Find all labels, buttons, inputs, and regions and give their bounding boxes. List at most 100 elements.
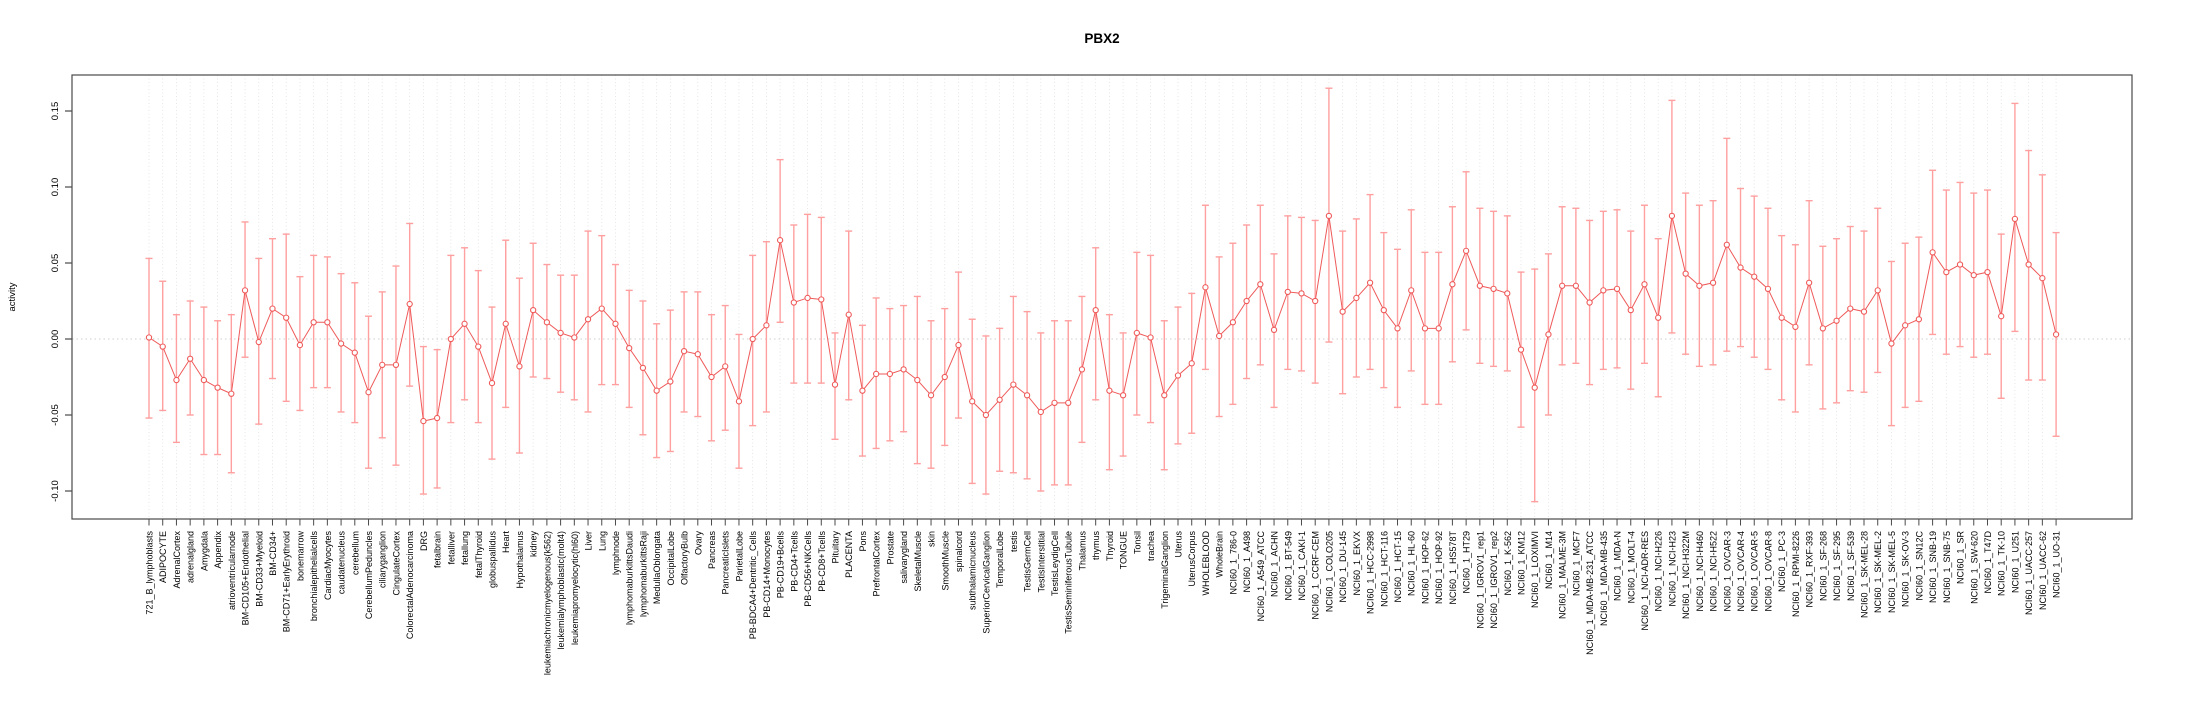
data-point: [680, 348, 688, 355]
x-tick-label: CardiacMyocytes: [323, 531, 333, 601]
x-tick-label: CerebellumPeduncles: [364, 531, 374, 620]
x-tick-label: spinalcord: [954, 531, 964, 572]
data-point: [982, 411, 990, 419]
x-tick-label: lymphomaburkittsRaji: [638, 531, 648, 617]
x-tick-label: NCI60_1_NCI-H522: [1709, 531, 1719, 612]
data-point: [296, 341, 304, 349]
x-tick-label: TestisSeminiferousTubule: [1064, 531, 1074, 634]
data-point: [502, 320, 509, 327]
data-point: [1010, 381, 1017, 388]
data-point: [1696, 282, 1703, 289]
x-tick-label: TrigeminalGanglion: [1160, 531, 1170, 609]
x-tick-label: NCI60_1_SNB-19: [1928, 531, 1938, 603]
data-point: [708, 373, 715, 381]
data-point: [639, 364, 647, 372]
x-tick-label: SmoothMuscle: [940, 531, 950, 591]
x-tick-label: ColorectalAdenocarcinoma: [405, 531, 415, 639]
data-point: [2011, 215, 2019, 223]
x-tick-label: PrefrontalCortex: [872, 531, 882, 597]
x-tick-label: NCI60_1_MOLT-4: [1626, 531, 1636, 603]
x-tick-label: Uterus: [1174, 531, 1184, 558]
data-point: [1655, 314, 1662, 321]
x-tick-label: lymphomaburkittsDaudi: [625, 531, 635, 625]
data-point: [228, 390, 235, 397]
x-tick-label: UterusCorpus: [1187, 531, 1197, 587]
data-point: [1682, 270, 1689, 277]
x-tick-label: NCI60_1_DU-145: [1338, 531, 1348, 603]
x-tick-label: TemporalLobe: [995, 531, 1005, 588]
data-point: [886, 370, 894, 378]
x-tick-label: WholeBrain: [1215, 531, 1225, 578]
x-tick-label: NCI60_1_786-0: [1228, 531, 1238, 595]
x-tick-label: fetalbrain: [433, 531, 443, 568]
data-point: [2039, 275, 2046, 282]
x-tick-label: bonemarrow: [295, 531, 305, 582]
x-tick-label: NCI60_1_RXF-393: [1805, 531, 1815, 608]
data-point: [776, 237, 784, 244]
data-point: [283, 314, 290, 321]
x-tick-label: globuspallidus: [488, 531, 498, 589]
x-tick-label: Amygdala: [199, 531, 209, 571]
x-tick-label: NCI60_1_HCT-116: [1379, 531, 1389, 607]
data-point: [1517, 346, 1525, 353]
x-tick-label: atrioventricularnode: [227, 531, 237, 610]
x-tick-label: fetalThyroid: [474, 531, 484, 578]
data-point: [1366, 279, 1374, 286]
data-point: [1847, 305, 1854, 312]
x-tick-label: AdrenalCortex: [172, 531, 182, 589]
x-tick-labels: 721_B_lymphoblasts ADIPOCYTE AdrenalCortex…: [145, 531, 2062, 676]
x-tick-label: PLACENTA: [844, 531, 854, 578]
x-tick-label: testis: [1009, 531, 1019, 553]
y-tick-label: 0.15: [50, 102, 61, 121]
x-tick-label: NCI60_1_SK-MEL-2: [1873, 531, 1883, 613]
x-tick-label: NCI60_1_NCI-H322M: [1681, 531, 1691, 619]
x-tick-label: NCI60_1_EKVX: [1352, 531, 1362, 596]
data-point: [1504, 290, 1511, 297]
data-point: [543, 319, 551, 326]
x-tick-label: SuperiorCervicalGanglion: [981, 531, 991, 634]
data-point: [1174, 372, 1182, 379]
data-point: [488, 379, 496, 387]
x-tick-label: BM-CD34+: [268, 531, 278, 576]
x-tick-label: NCI60_1_SK-MEL-5: [1887, 531, 1897, 613]
data-point: [996, 396, 1003, 403]
x-tick-label: NCI60_1_OVCAR-3: [1722, 531, 1732, 612]
y-axis-title: activity: [7, 282, 18, 311]
data-point: [1119, 392, 1127, 399]
data-point: [1449, 281, 1456, 288]
data-point: [557, 329, 564, 337]
x-tick-label: NCI60_1_A549_ATCC: [1256, 531, 1266, 622]
data-point: [749, 335, 756, 343]
data-point: [1188, 360, 1195, 367]
data-point: [763, 322, 770, 329]
x-tick-label: NCI60_1_HOP-92: [1434, 531, 1444, 604]
x-tick-label: NCI60_1_A498: [1242, 531, 1252, 593]
x-tick-label: NCI60_1_COLO205: [1324, 531, 1334, 612]
data-point: [1298, 290, 1305, 297]
x-tick-label: thymus: [1091, 531, 1101, 561]
data-point: [1339, 308, 1346, 315]
x-tick-label: Hypothalamus: [515, 531, 525, 589]
data-point: [241, 287, 249, 294]
data-point: [1874, 287, 1881, 294]
data-point: [433, 414, 441, 422]
data-point: [612, 320, 619, 327]
data-point: [1531, 384, 1538, 391]
x-tick-label: ciliaryganglion: [378, 531, 388, 588]
x-tick-label: NCI60_1_UACC-62: [2038, 531, 2048, 610]
x-tick-label: NCI60_1_SF-295: [1832, 531, 1842, 601]
y-tick-label: 0.05: [50, 254, 61, 273]
x-tick-label: PB-CD56+NKCells: [803, 531, 813, 607]
x-tick-label: MedullaOblongata: [652, 531, 662, 604]
data-point: [1051, 399, 1058, 406]
data-point: [214, 384, 221, 391]
gridlines: [72, 75, 2132, 519]
data-point: [1723, 241, 1730, 248]
data-point: [1353, 294, 1360, 302]
data-point: [1833, 317, 1840, 324]
data-point: [1394, 325, 1401, 332]
x-tick-label: NCI60_1_SR: [1956, 531, 1966, 585]
x-tick-label: PB-CD4+Tcells: [789, 531, 799, 592]
